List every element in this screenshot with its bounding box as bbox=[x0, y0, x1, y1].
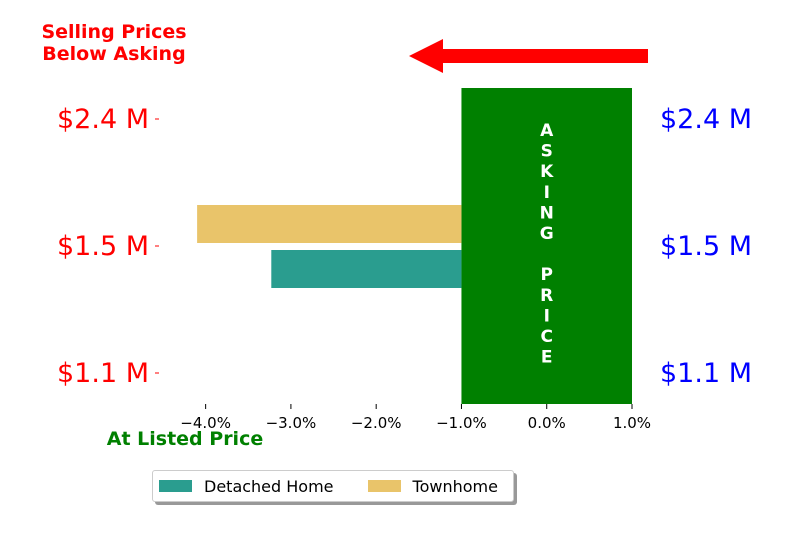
left-price-label: $1.5 M bbox=[57, 231, 149, 262]
x-axis-label: At Listed Price bbox=[107, 428, 263, 450]
x-tick-label: −4.0% bbox=[180, 414, 231, 432]
asking-band-letter: G bbox=[540, 224, 554, 244]
asking-band-letter: N bbox=[540, 203, 554, 223]
legend-label-townhome: Townhome bbox=[412, 476, 498, 496]
chart-title-line: Selling Prices bbox=[41, 21, 186, 43]
x-ticks-group: −4.0% −3.0% −2.0% −1.0% 0.0% 1.0% bbox=[180, 404, 651, 432]
legend-swatch-townhome bbox=[367, 480, 401, 492]
direction-arrow-group bbox=[409, 39, 648, 73]
legend-swatch-detached bbox=[159, 480, 192, 492]
right-price-label: $1.1 M bbox=[660, 358, 752, 389]
chart-title-line: Below Asking bbox=[42, 43, 185, 65]
right-price-label: $2.4 M bbox=[660, 104, 752, 135]
asking-band-letter: I bbox=[544, 183, 550, 203]
x-tick-label: 1.0% bbox=[613, 414, 651, 432]
left-price-label: $2.4 M bbox=[57, 104, 149, 135]
x-tick-label: 0.0% bbox=[528, 414, 566, 432]
legend: Detached Home Townhome bbox=[152, 470, 514, 502]
asking-band-letter: C bbox=[540, 327, 552, 347]
x-tick-label: −3.0% bbox=[266, 414, 317, 432]
arrow-head bbox=[409, 39, 443, 73]
asking-band-letter: E bbox=[541, 348, 553, 368]
x-tick-label: −2.0% bbox=[351, 414, 402, 432]
asking-band-letter: P bbox=[540, 265, 552, 285]
x-tick-label: −1.0% bbox=[436, 414, 487, 432]
asking-price-band bbox=[461, 88, 632, 404]
asking-band-letter: I bbox=[544, 306, 550, 326]
asking-band-letter: A bbox=[540, 121, 554, 141]
asking-band-letter: R bbox=[540, 286, 553, 306]
asking-band-letter: K bbox=[540, 162, 554, 182]
bar-detached-home bbox=[271, 250, 462, 288]
chart-title: Selling Prices Below Asking bbox=[41, 21, 186, 65]
arrow-shaft bbox=[442, 49, 648, 63]
legend-item-townhome: Townhome bbox=[367, 476, 498, 496]
legend-item-detached: Detached Home bbox=[159, 477, 334, 496]
price-labels-group: $1.1 M $1.1 M $1.5 M $1.5 M $2.4 M $2.4 M bbox=[57, 104, 752, 389]
bar-townhome bbox=[197, 205, 462, 243]
right-price-label: $1.5 M bbox=[660, 231, 752, 262]
asking-band-letter: S bbox=[541, 142, 553, 162]
left-price-label: $1.1 M bbox=[57, 358, 149, 389]
legend-label-detached: Detached Home bbox=[204, 476, 334, 496]
bars-group bbox=[197, 205, 462, 288]
